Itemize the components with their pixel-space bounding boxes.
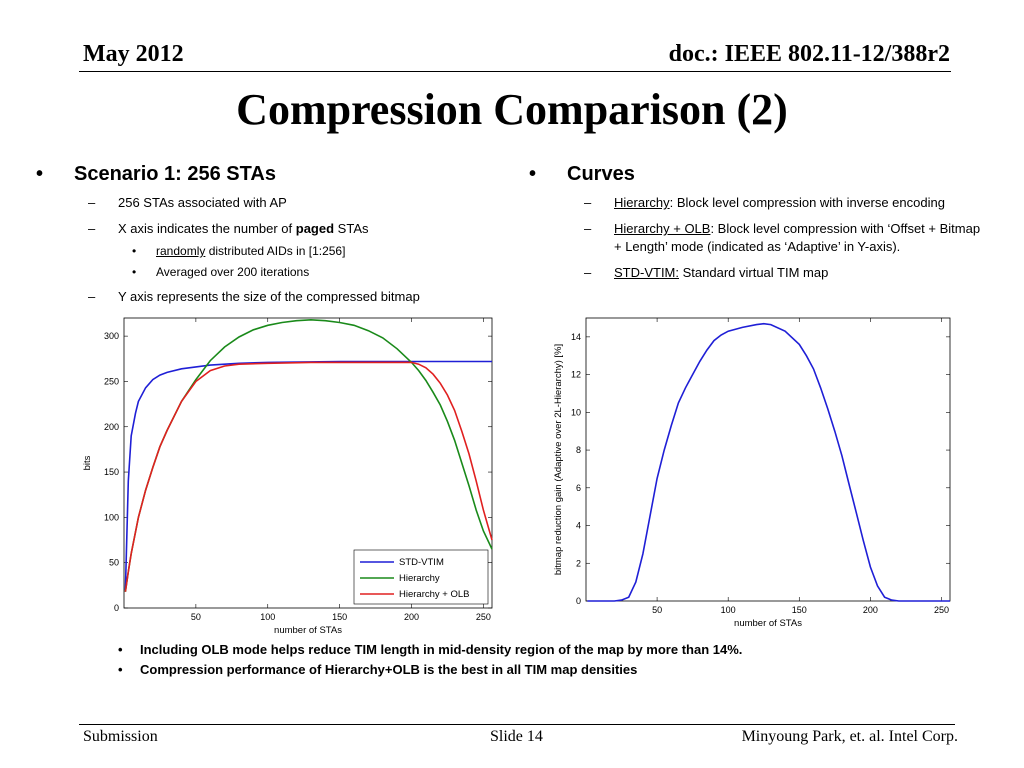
summary-bullet-2: Compression performance of Hierarchy+OLB… [118, 662, 742, 677]
curve-3-name: STD-VTIM: [614, 265, 679, 280]
left-column: Scenario 1: 256 STAs 256 STAs associated… [36, 163, 474, 306]
left-subitem-2: Averaged over 200 iterations [132, 264, 474, 280]
x-tick-label: 150 [332, 612, 347, 622]
y-tick-label: 8 [576, 445, 581, 455]
series-line-hierarchy-olb [124, 361, 493, 592]
left-item-2: X axis indicates the number of paged STA… [88, 220, 474, 238]
legend-label: Hierarchy [399, 573, 440, 584]
x-tick-label: 250 [476, 612, 491, 622]
x-tick-label: 150 [792, 605, 807, 615]
y-tick-label: 300 [104, 331, 119, 341]
y-tick-label: 6 [576, 483, 581, 493]
footer-divider [79, 724, 955, 725]
header-doc-id: doc.: IEEE 802.11-12/388r2 [668, 41, 950, 67]
legend-box [353, 549, 489, 605]
x-axis-label: number of STAs [274, 625, 342, 636]
legend-label: STD-VTIM [399, 557, 444, 568]
slide-title: Compression Comparison (2) [236, 85, 788, 134]
curve-2-desc: : Block level compression with ‘Offset +… [614, 221, 981, 254]
y-tick-label: 200 [104, 422, 119, 432]
header-date: May 2012 [83, 41, 184, 67]
y-tick-label: 250 [104, 376, 119, 386]
chart-compressed-bitmap-size: 50 100 150 200 250 0 50 100 150 200 250 300 number o… [82, 317, 493, 636]
y-tick-label: 150 [104, 467, 119, 477]
left-item-1: 256 STAs associated with AP [88, 194, 474, 212]
x-tick-label: 50 [191, 612, 201, 622]
y-tick-label: 0 [576, 596, 581, 606]
left-item-2-pre: X axis indicates the number of [118, 221, 296, 236]
curve-1-name: Hierarchy [614, 195, 670, 210]
y-tick-label: 2 [576, 558, 581, 568]
right-heading: Curves [529, 163, 987, 186]
series-line-gain [587, 322, 950, 602]
x-tick-label: 100 [260, 612, 275, 622]
curve-1-desc: : Block level compression with inverse e… [669, 195, 945, 210]
left-item-2-bold: paged [295, 221, 335, 236]
left-item-2-post: STAs [334, 221, 369, 236]
y-tick-label: 12 [571, 370, 581, 380]
x-tick-label: 100 [721, 605, 736, 615]
x-axis-label: number of STAs [734, 618, 802, 629]
curve-item-3: STD-VTIM: Standard virtual TIM map [584, 264, 987, 282]
curve-3-desc: Standard virtual TIM map [679, 265, 829, 280]
x-tick-label: 200 [863, 605, 878, 615]
curve-item-1: Hierarchy: Block level compression with … [584, 194, 987, 212]
y-tick-label: 14 [571, 332, 581, 342]
right-column: Curves Hierarchy: Block level compressio… [529, 163, 987, 282]
y-tick-label: 10 [571, 407, 581, 417]
left-item-3: Y axis represents the size of the compre… [88, 288, 474, 306]
summary-bullets: Including OLB mode helps reduce TIM leng… [118, 642, 742, 682]
y-tick-label: 100 [104, 512, 119, 522]
y-tick-label: 0 [114, 603, 119, 613]
footer-submission: Submission [83, 728, 158, 745]
y-axis-label: bits [82, 455, 93, 470]
y-axis-label: bitmap reduction gain (Adaptive over 2L-… [553, 344, 564, 575]
summary-bullet-1: Including OLB mode helps reduce TIM leng… [118, 642, 742, 657]
left-subitem-1-underlined: randomly [156, 244, 206, 258]
curve-2-name: Hierarchy + OLB [614, 221, 711, 236]
footer-author: Minyoung Park, et. al. Intel Corp. [741, 728, 958, 745]
x-tick-label: 200 [404, 612, 419, 622]
footer-slide-number: Slide 14 [490, 728, 543, 745]
left-subitem-1: randomly distributed AIDs in [1:256] [132, 243, 474, 259]
y-tick-label: 4 [576, 521, 581, 531]
legend-label: Hierarchy + OLB [399, 589, 470, 600]
curve-item-2: Hierarchy + OLB: Block level compression… [584, 220, 987, 256]
x-tick-label: 50 [652, 605, 662, 615]
chart-bitmap-reduction-gain: 50 100 150 200 250 0 2 4 6 8 10 12 14 number of STAs b… [553, 317, 951, 629]
x-tick-label: 250 [934, 605, 949, 615]
y-tick-label: 50 [109, 558, 119, 568]
header-divider [79, 71, 951, 72]
plot-area [585, 317, 951, 602]
left-heading: Scenario 1: 256 STAs [36, 163, 474, 186]
left-subitem-1-rest: distributed AIDs in [1:256] [205, 244, 346, 258]
